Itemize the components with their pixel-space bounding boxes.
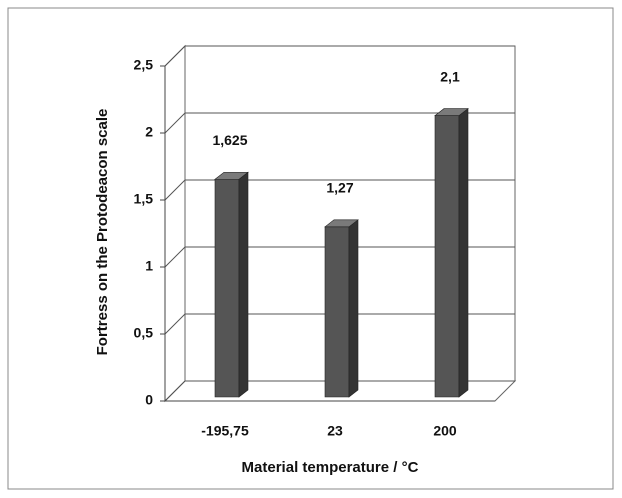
bar xyxy=(214,171,249,398)
y-tick-label: 1,5 xyxy=(134,191,154,207)
bar-side xyxy=(458,107,469,398)
bar-top xyxy=(434,108,469,116)
bar-top xyxy=(324,219,359,228)
y-tick-label: 0,5 xyxy=(134,325,154,341)
bar-side xyxy=(348,219,359,398)
grid-line xyxy=(164,313,515,335)
value-label: 2,1 xyxy=(440,68,460,84)
x-tick-label: -195,75 xyxy=(201,423,249,439)
grid-line xyxy=(164,380,515,402)
grid-line xyxy=(164,179,515,201)
y-tick-label: 2 xyxy=(145,124,153,140)
bar-top xyxy=(214,171,249,180)
value-label: 1,27 xyxy=(326,180,353,196)
y-axis-title: Fortress on the Protodeacon scale xyxy=(94,109,111,356)
value-label: 1,625 xyxy=(212,132,247,148)
bar xyxy=(434,107,469,398)
grid-line xyxy=(164,112,515,134)
y-tick-label: 0 xyxy=(145,392,153,408)
bar xyxy=(324,219,359,398)
bar-front xyxy=(324,226,350,398)
y-tick-label: 1 xyxy=(145,258,153,274)
bar-front xyxy=(214,178,240,398)
bar-front xyxy=(434,115,460,398)
bar-side xyxy=(238,171,249,398)
grid-line xyxy=(164,246,515,268)
y-tick-label: 2,5 xyxy=(134,57,154,73)
x-axis-title: Material temperature / °C xyxy=(242,459,419,476)
side-wall xyxy=(164,44,186,403)
grid-line xyxy=(164,45,515,67)
x-tick-label: 200 xyxy=(433,423,457,439)
x-tick-label: 23 xyxy=(327,423,343,439)
